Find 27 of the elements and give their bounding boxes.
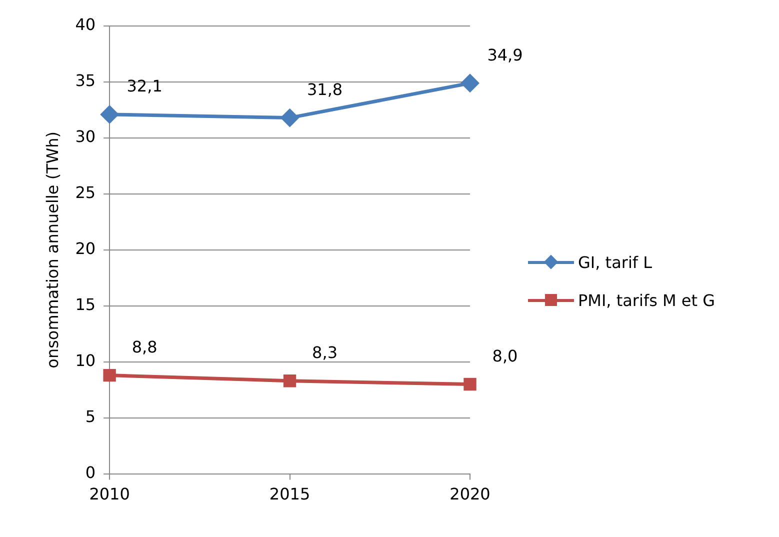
legend-label: GI, tarif L xyxy=(578,252,652,272)
y-tick-label: 10 xyxy=(75,351,96,370)
y-tick-label: 35 xyxy=(75,71,96,90)
point xyxy=(281,109,299,127)
y-tick-label: 5 xyxy=(85,406,96,426)
data-label: 8,8 xyxy=(132,337,158,356)
y-tick-label: 40 xyxy=(75,15,96,34)
x-tick-label: 2020 xyxy=(450,484,490,504)
data-label: 34,9 xyxy=(487,45,523,64)
y-tick-label: 0 xyxy=(85,462,96,482)
point xyxy=(100,106,118,124)
y-tick-label: 30 xyxy=(75,127,96,146)
point xyxy=(464,378,476,391)
data-label: 32,1 xyxy=(126,76,162,96)
y-tick-label: 20 xyxy=(75,239,96,258)
point xyxy=(461,74,479,92)
legend-label: PMI, tarifs M et G xyxy=(578,290,715,310)
point xyxy=(283,374,296,388)
x-tick-label: 2015 xyxy=(269,484,310,504)
point xyxy=(103,368,116,382)
data-label: 31,8 xyxy=(306,80,343,99)
data-label: 8,3 xyxy=(312,343,338,362)
y-tick-label: 25 xyxy=(75,183,96,202)
data-label: 8,0 xyxy=(492,346,518,366)
x-tick-label: 2010 xyxy=(89,484,130,504)
y-tick-label: 15 xyxy=(75,295,96,314)
y-axis-title: onsommation annuelle (TWh) xyxy=(42,131,62,368)
